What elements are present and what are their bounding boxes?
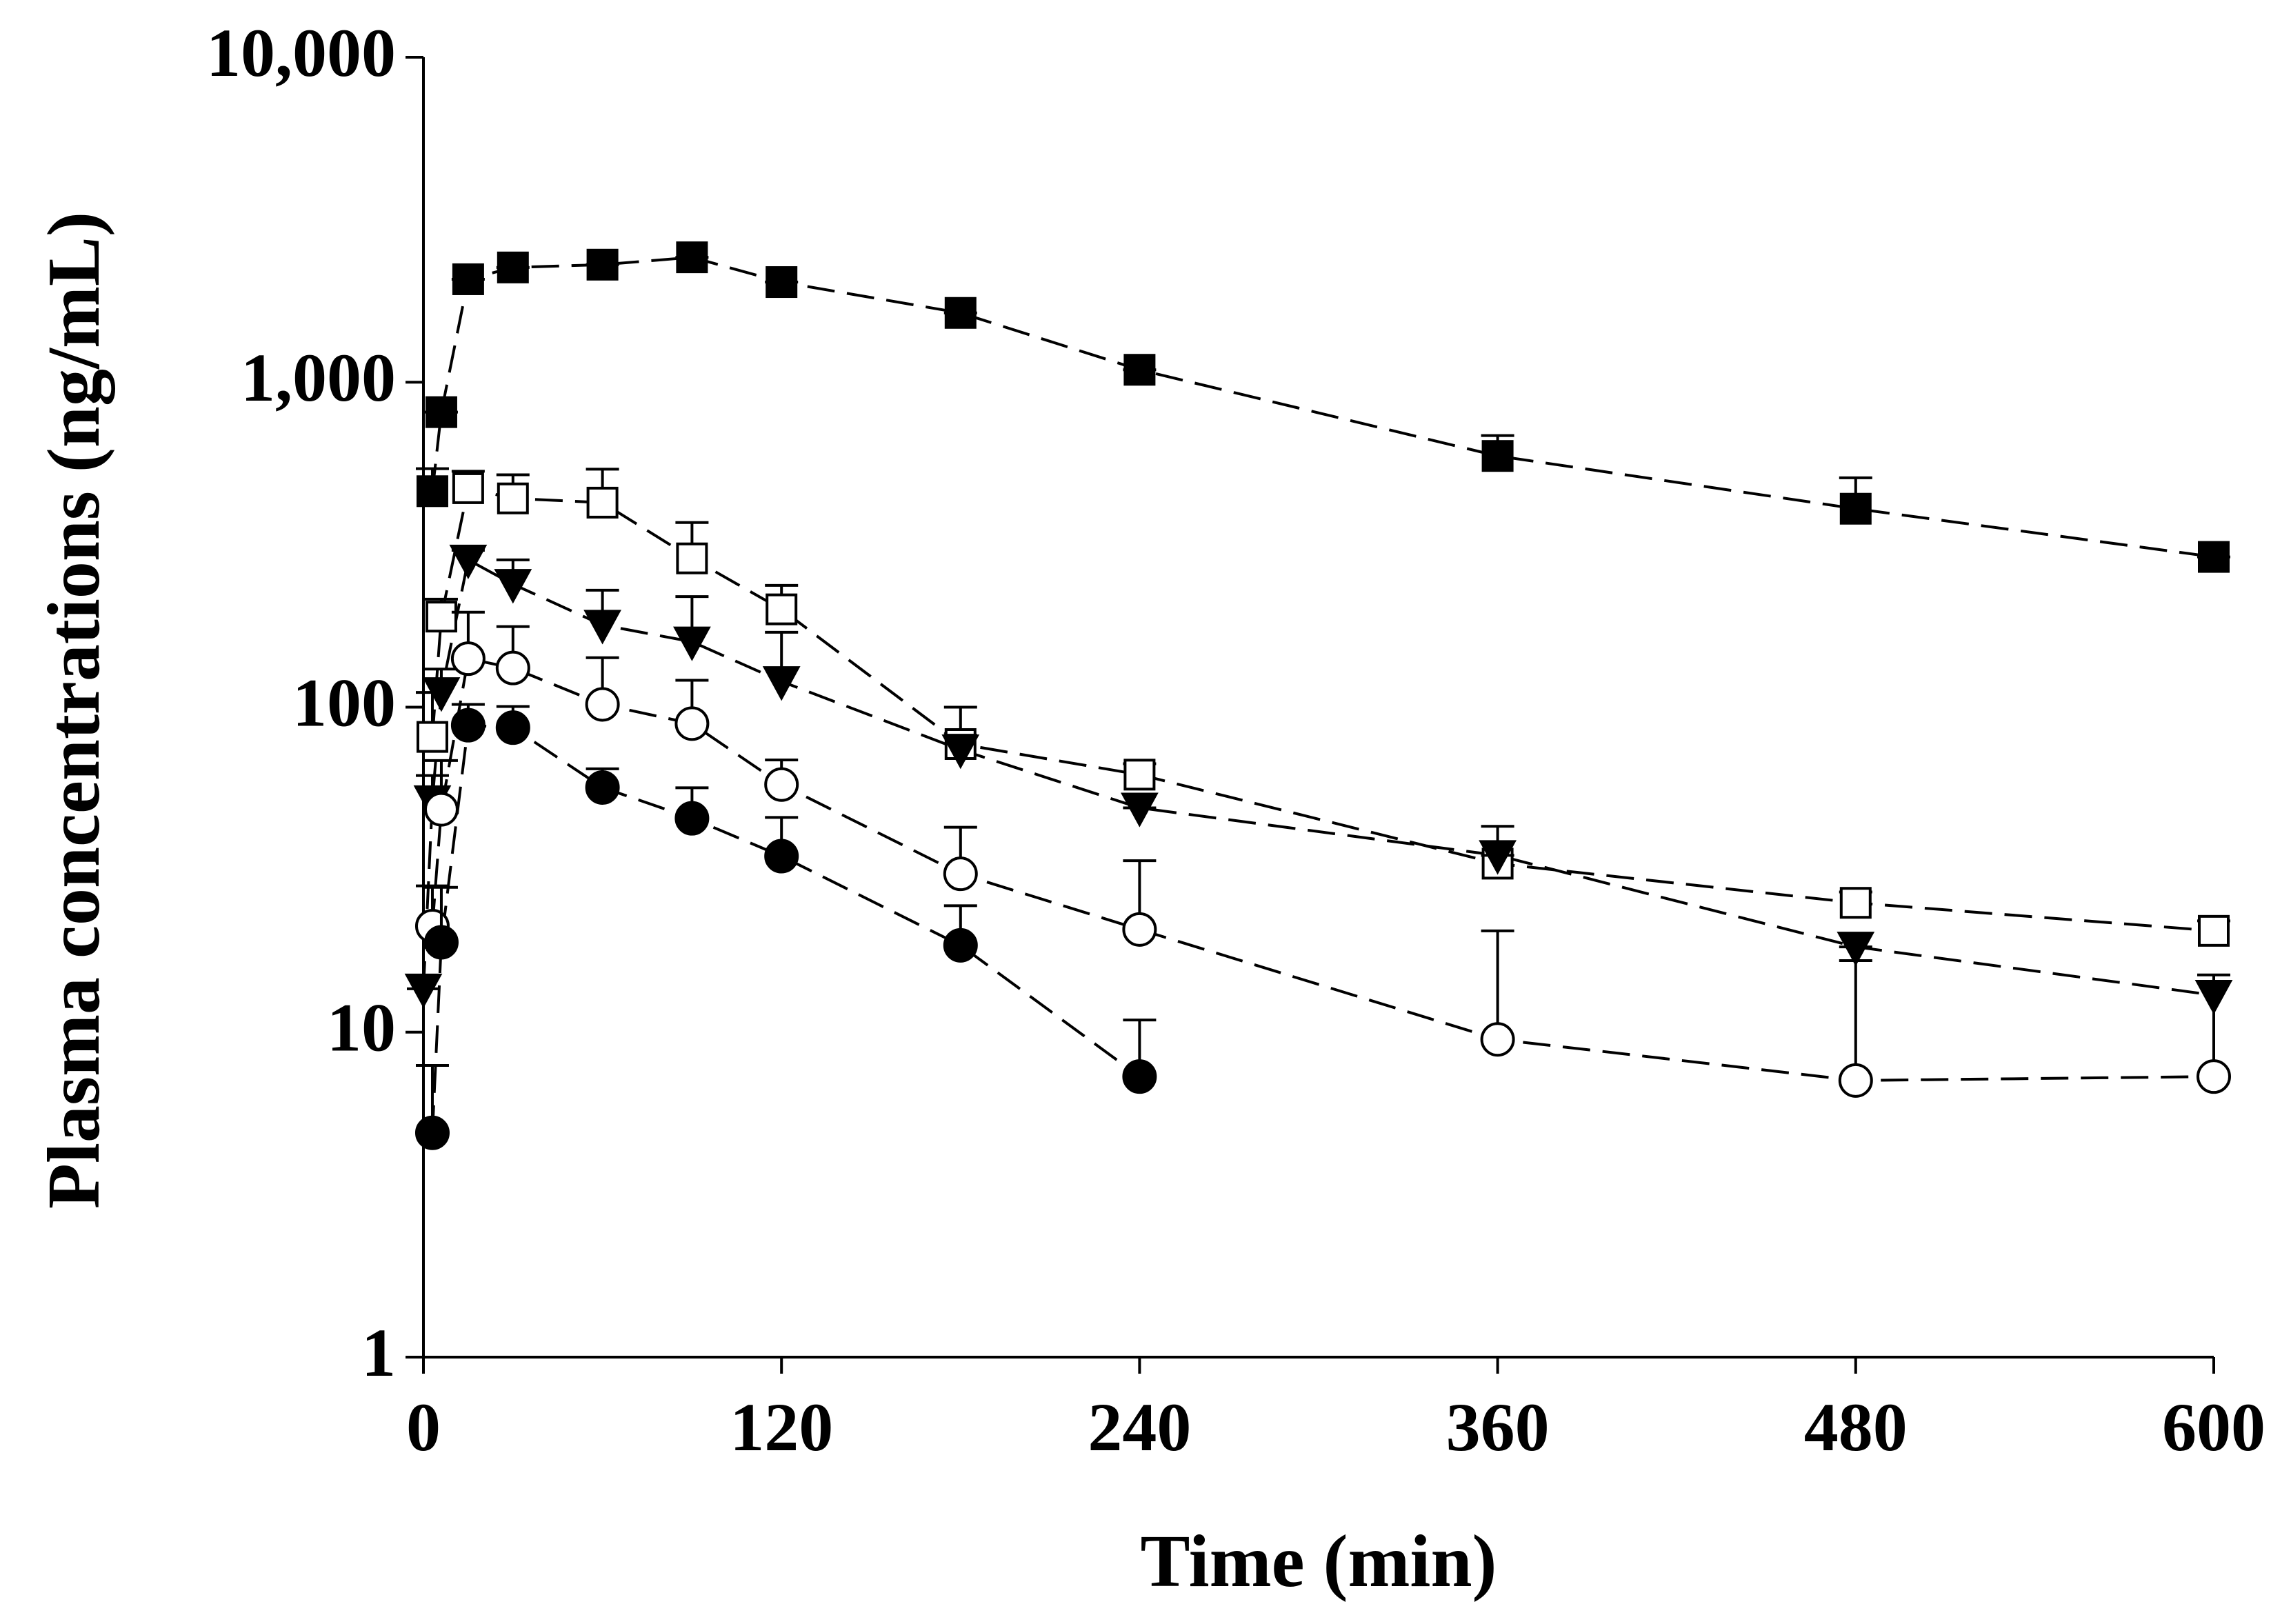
y-tick-label: 10,000 [206, 14, 396, 91]
x-tick-label: 360 [1446, 1389, 1550, 1465]
marker [583, 610, 621, 645]
marker [941, 734, 980, 770]
marker [943, 928, 978, 963]
error-bar [1481, 929, 1514, 1040]
marker [449, 544, 488, 580]
marker [762, 666, 801, 701]
marker [2198, 914, 2230, 947]
marker [1837, 932, 1875, 967]
marker [414, 1115, 450, 1150]
marker [450, 641, 486, 676]
marker [1481, 440, 1514, 472]
marker [586, 248, 619, 281]
marker [2197, 1059, 2231, 1094]
series-line [430, 486, 2214, 932]
series-line [430, 656, 2214, 1082]
marker [673, 626, 711, 661]
marker [425, 396, 457, 428]
marker [423, 792, 459, 827]
series-line [430, 256, 2214, 559]
marker [943, 856, 978, 892]
y-tick-label: 10 [327, 990, 396, 1066]
marker [1122, 912, 1157, 947]
x-tick-label: 600 [2162, 1389, 2265, 1465]
error-bar [1839, 959, 1872, 1081]
marker [674, 706, 710, 741]
marker [416, 721, 448, 753]
x-tick-label: 0 [406, 1389, 441, 1465]
marker [674, 801, 710, 836]
marker [450, 708, 486, 743]
marker [423, 925, 459, 960]
marker [766, 266, 798, 299]
y-tick-label: 1 [361, 1314, 396, 1391]
marker [1480, 1022, 1515, 1057]
x-tick-label: 480 [1804, 1389, 1908, 1465]
marker [1121, 792, 1159, 828]
marker [2198, 541, 2230, 573]
marker [497, 482, 529, 514]
marker [1839, 887, 1872, 919]
marker [585, 770, 620, 805]
x-tick-label: 120 [730, 1389, 833, 1465]
marker [1839, 492, 1872, 525]
marker [422, 677, 461, 712]
marker [676, 542, 708, 574]
marker [1122, 1059, 1157, 1094]
marker [585, 687, 620, 722]
marker [495, 710, 530, 745]
x-axis-title: Time (min) [1141, 1521, 1497, 1603]
marker [452, 472, 484, 504]
marker [404, 973, 443, 1008]
marker [1479, 840, 1517, 875]
marker [495, 650, 530, 685]
marker [764, 839, 799, 874]
marker [944, 297, 977, 329]
marker [494, 569, 532, 604]
x-tick-label: 240 [1088, 1389, 1191, 1465]
marker [1123, 354, 1156, 386]
marker [1123, 759, 1156, 791]
marker [764, 767, 799, 802]
marker [766, 593, 798, 625]
marker [416, 475, 448, 508]
marker [1838, 1063, 1873, 1098]
marker [452, 263, 484, 295]
marker [676, 241, 708, 274]
y-axis-title: Plasma concentrations (ng/mL) [33, 212, 115, 1209]
marker [425, 601, 457, 633]
y-tick-label: 1,000 [241, 339, 396, 416]
y-tick-label: 100 [292, 664, 396, 741]
marker [586, 486, 619, 519]
marker [497, 251, 529, 283]
